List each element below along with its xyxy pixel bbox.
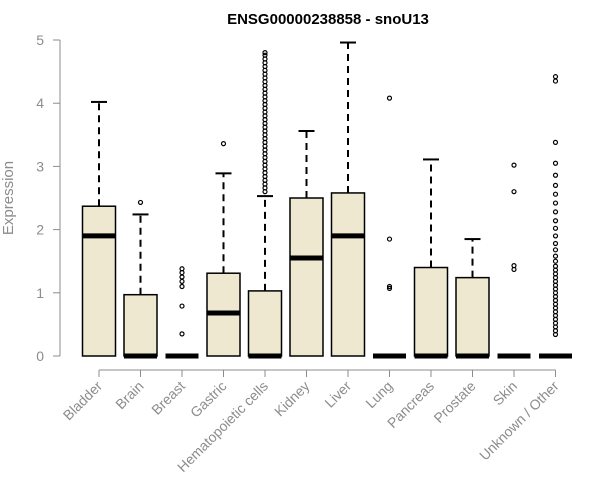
y-tick-label: 2: [36, 222, 44, 238]
box-pancreas: [413, 266, 449, 357]
outlier-point: [386, 285, 393, 291]
outlier-point: [552, 191, 559, 197]
y-tick-label: 3: [36, 158, 44, 174]
x-tick-label: Prostate: [430, 378, 478, 426]
outlier-point: [552, 78, 559, 84]
outlier-point: [552, 258, 559, 264]
outlier-point: [552, 253, 559, 259]
box-hematopoietic-cells: [247, 290, 283, 357]
chart-title: ENSG00000238858 - snoU13: [227, 11, 429, 28]
outlier-point: [552, 139, 559, 145]
y-tick-label: 4: [36, 95, 44, 111]
x-tick-label: Unknown / Other: [476, 378, 562, 464]
outlier-point: [179, 274, 185, 280]
outlier-point: [179, 331, 185, 337]
box-bladder: [81, 205, 117, 357]
outlier-point: [262, 50, 268, 56]
outlier-point: [137, 199, 144, 206]
outlier-point: [552, 200, 559, 206]
x-tick-label: Breast: [148, 378, 188, 418]
x-tick-label: Skin: [490, 378, 521, 409]
outlier-point: [179, 283, 185, 290]
box-brain: [123, 293, 158, 357]
outlier-point: [386, 283, 393, 290]
outlier-point: [511, 189, 517, 195]
outlier-point: [552, 247, 559, 253]
box-kidney: [289, 197, 324, 357]
outlier-point: [511, 162, 517, 168]
outlier-point: [220, 141, 227, 147]
outlier-point: [552, 263, 559, 269]
outlier-point: [386, 95, 393, 101]
outlier-point: [552, 240, 559, 247]
x-tick-label: Bladder: [60, 378, 106, 424]
outlier-point: [552, 172, 559, 178]
y-tick-label: 0: [36, 348, 44, 364]
outlier-point: [552, 209, 559, 215]
box-liver: [330, 192, 366, 357]
x-tick-label: Liver: [321, 378, 354, 411]
outlier-point: [386, 236, 393, 242]
y-tick-label: 1: [36, 285, 44, 301]
outlier-point: [179, 266, 185, 272]
y-axis-label: Expression: [0, 161, 17, 235]
x-tick-label: Brain: [112, 378, 146, 412]
x-tick-label: Kidney: [271, 378, 313, 420]
outlier-point: [179, 303, 185, 309]
y-tick-label: 5: [36, 32, 44, 48]
x-tick-label: Lung: [362, 378, 395, 411]
outlier-point: [552, 218, 559, 224]
outlier-point: [552, 160, 559, 166]
outlier-point: [552, 182, 559, 188]
outlier-point: [552, 233, 559, 239]
outlier-point: [262, 52, 268, 58]
box-prostate: [455, 276, 490, 357]
outlier-point: [511, 263, 517, 269]
outlier-point: [179, 278, 185, 285]
outlier-point: [552, 225, 559, 231]
outlier-point: [552, 74, 559, 80]
